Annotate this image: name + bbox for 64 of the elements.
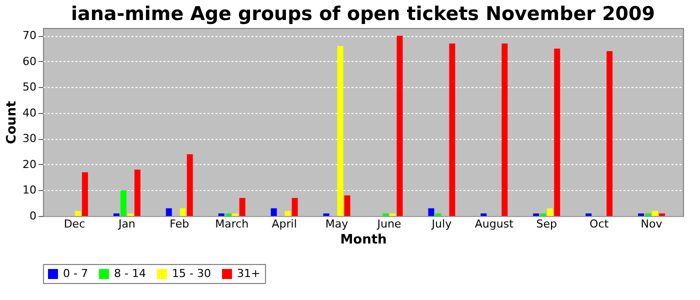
y-tick-label: 70 [22,29,36,42]
bar [540,213,546,216]
y-tick-label: 10 [22,184,36,197]
chart-title: iana-mime Age groups of open tickets November 2009 [71,3,655,25]
bar [323,213,330,216]
legend-label: 8 - 14 [114,267,146,280]
y-tick-label: 40 [22,106,36,120]
x-tick-label: Nov [640,218,663,230]
y-tick-label: 60 [22,54,36,68]
bar [113,213,120,216]
y-tick-label: 30 [22,132,36,146]
bar [74,210,81,216]
legend-label: 15 - 30 [172,267,211,280]
x-tick-label: August [474,218,514,230]
x-tick-label: April [272,218,297,230]
bar [533,213,540,216]
y-tick-label: 50 [22,80,36,94]
bar [435,213,442,216]
bar [659,213,666,216]
bar [449,43,456,216]
bar [502,43,508,216]
bar [547,208,554,216]
x-tick-label: Feb [170,218,190,230]
bar [428,208,434,216]
bar [232,213,238,216]
bar [166,208,172,216]
legend-label: 0 - 7 [63,267,88,280]
y-tick-label: 0 [30,210,36,222]
bar [292,198,298,216]
bar [127,213,134,216]
x-tick-label: Jan [117,218,136,230]
bar [554,48,560,216]
bar [225,213,232,216]
bar [337,46,344,216]
bar [239,198,246,216]
bar [344,195,350,216]
bar [638,213,644,216]
bar [396,36,403,216]
y-tick-label: 20 [22,158,36,171]
bar [82,172,88,216]
x-axis-title: Month [340,232,387,248]
x-tick-label: July [430,218,452,230]
bar [382,213,389,216]
bar [180,208,186,216]
bar [120,190,126,216]
bar [652,210,658,216]
bar [270,208,277,216]
bar [480,213,487,216]
x-tick-label: Dec [64,218,86,230]
bar [284,210,291,216]
bar [645,213,652,216]
bar [186,154,193,216]
bar [606,51,613,216]
x-tick-label: Sep [536,218,557,230]
legend-label: 31+ [237,267,260,280]
y-axis-title: Count [4,100,20,144]
x-tick-label: Oct [590,218,610,230]
bar [390,213,396,216]
x-tick-label: May [325,218,349,230]
bar [134,170,140,216]
x-tick-label: March [215,218,249,230]
x-tick-label: June [376,218,402,230]
bar [218,213,224,216]
bar [586,213,592,216]
